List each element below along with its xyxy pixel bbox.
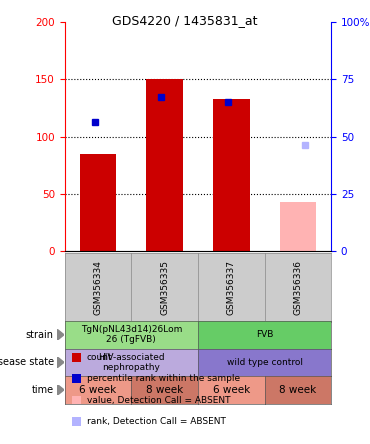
- Text: TgN(pNL43d14)26Lom
26 (TgFVB): TgN(pNL43d14)26Lom 26 (TgFVB): [81, 325, 182, 345]
- Text: disease state: disease state: [0, 357, 54, 367]
- Text: HIV-associated
nephropathy: HIV-associated nephropathy: [98, 353, 165, 372]
- Text: time: time: [31, 385, 54, 395]
- Bar: [80, 154, 117, 251]
- Text: GDS4220 / 1435831_at: GDS4220 / 1435831_at: [112, 14, 258, 27]
- Text: rank, Detection Call = ABSENT: rank, Detection Call = ABSENT: [87, 417, 225, 426]
- Bar: [147, 79, 183, 251]
- Bar: [213, 99, 250, 251]
- Text: percentile rank within the sample: percentile rank within the sample: [87, 374, 240, 383]
- Text: 6 week: 6 week: [80, 385, 117, 395]
- Text: value, Detection Call = ABSENT: value, Detection Call = ABSENT: [87, 396, 230, 404]
- Text: strain: strain: [26, 330, 54, 340]
- Text: 6 week: 6 week: [213, 385, 250, 395]
- Text: GSM356334: GSM356334: [94, 260, 102, 315]
- Text: FVB: FVB: [256, 330, 273, 339]
- Bar: [280, 202, 316, 251]
- Text: 8 week: 8 week: [279, 385, 316, 395]
- Text: wild type control: wild type control: [226, 358, 303, 367]
- Text: count: count: [87, 353, 112, 362]
- Polygon shape: [57, 357, 64, 368]
- Text: GSM356337: GSM356337: [227, 260, 236, 315]
- Text: GSM356335: GSM356335: [160, 260, 169, 315]
- Text: 8 week: 8 week: [146, 385, 183, 395]
- Polygon shape: [57, 329, 64, 340]
- Polygon shape: [57, 385, 64, 395]
- Text: GSM356336: GSM356336: [293, 260, 302, 315]
